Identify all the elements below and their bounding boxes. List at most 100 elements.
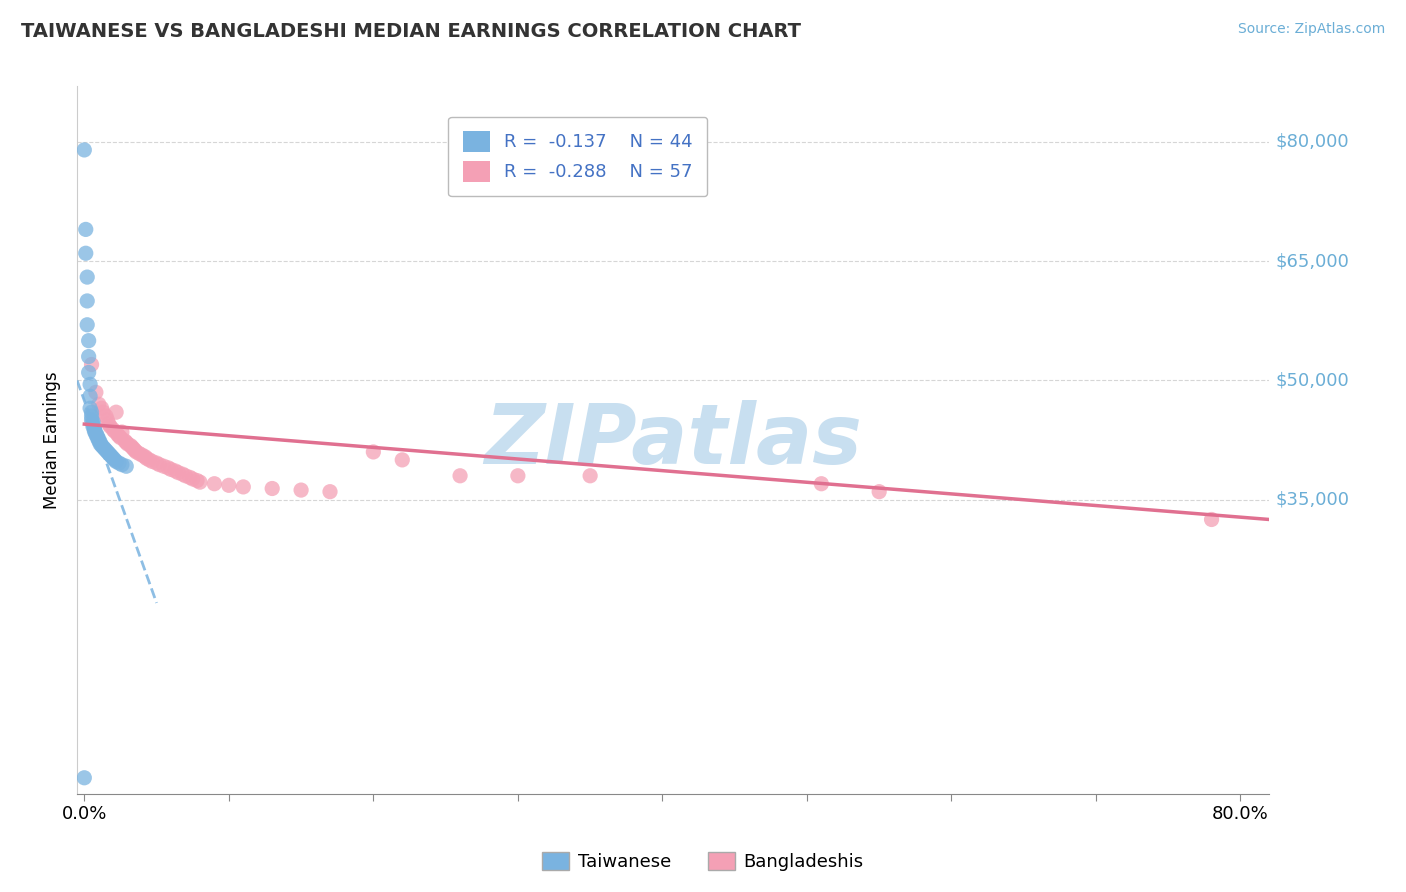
Point xyxy=(75,246,97,260)
Point xyxy=(82,415,104,429)
Point xyxy=(103,451,125,466)
Point xyxy=(90,439,112,453)
Point xyxy=(103,423,125,437)
Point xyxy=(114,434,136,448)
Point xyxy=(87,434,110,448)
Point xyxy=(160,462,183,476)
Point xyxy=(87,397,110,411)
Point xyxy=(202,476,225,491)
Point xyxy=(93,442,115,456)
Point xyxy=(125,445,148,459)
Point xyxy=(391,453,413,467)
Point xyxy=(172,467,194,482)
Point xyxy=(107,427,129,442)
Point xyxy=(96,445,118,459)
Point xyxy=(80,405,103,419)
Point xyxy=(104,424,127,438)
Point xyxy=(96,413,118,427)
Text: $65,000: $65,000 xyxy=(1275,252,1350,270)
Point xyxy=(122,442,145,456)
Point xyxy=(98,448,121,462)
Point xyxy=(79,389,101,403)
Point xyxy=(810,476,832,491)
Y-axis label: Median Earnings: Median Earnings xyxy=(44,371,60,508)
Point xyxy=(94,409,117,424)
Point xyxy=(174,468,197,483)
Point xyxy=(111,425,134,439)
Text: $35,000: $35,000 xyxy=(1275,491,1350,508)
Point xyxy=(181,472,204,486)
Point xyxy=(111,458,134,472)
Point xyxy=(89,435,111,450)
Legend: Taiwanese, Bangladeshis: Taiwanese, Bangladeshis xyxy=(534,845,872,879)
Point xyxy=(232,480,254,494)
Point xyxy=(84,425,107,440)
Point xyxy=(75,222,97,236)
Point xyxy=(82,417,104,431)
Point xyxy=(80,409,103,424)
Point xyxy=(79,401,101,416)
Point xyxy=(104,453,127,467)
Point xyxy=(218,478,240,492)
Point xyxy=(290,483,312,497)
Point xyxy=(79,377,101,392)
Point xyxy=(131,448,153,462)
Point xyxy=(89,437,111,451)
Point xyxy=(179,470,201,484)
Text: ZIPatlas: ZIPatlas xyxy=(484,400,862,481)
Point xyxy=(186,474,208,488)
Point xyxy=(84,385,107,400)
Point xyxy=(91,405,114,419)
Point xyxy=(115,435,138,450)
Point xyxy=(77,334,100,348)
Point xyxy=(105,405,128,419)
Point xyxy=(100,450,122,464)
Point xyxy=(115,459,138,474)
Point xyxy=(135,451,157,466)
Point xyxy=(124,443,146,458)
Point xyxy=(90,401,112,416)
Point xyxy=(110,431,132,445)
Point xyxy=(120,439,142,453)
Point xyxy=(506,468,529,483)
Point xyxy=(141,454,163,468)
Point xyxy=(98,419,121,434)
Point xyxy=(94,443,117,458)
Point xyxy=(165,464,187,478)
Point xyxy=(87,432,110,446)
Point xyxy=(105,454,128,468)
Point xyxy=(117,437,139,451)
Point xyxy=(82,419,104,434)
Point xyxy=(73,143,96,157)
Point xyxy=(108,456,131,470)
Point xyxy=(76,293,98,308)
Text: $50,000: $50,000 xyxy=(1275,371,1350,390)
Point xyxy=(83,424,105,438)
Point xyxy=(91,440,114,454)
Point xyxy=(138,453,160,467)
Point xyxy=(108,429,131,443)
Point xyxy=(262,482,284,496)
Point xyxy=(121,440,143,454)
Point xyxy=(83,423,105,437)
Text: TAIWANESE VS BANGLADESHI MEDIAN EARNINGS CORRELATION CHART: TAIWANESE VS BANGLADESHI MEDIAN EARNINGS… xyxy=(21,22,801,41)
Point xyxy=(449,468,471,483)
Point xyxy=(77,350,100,364)
Point xyxy=(579,468,602,483)
Point xyxy=(148,458,170,472)
Point xyxy=(76,270,98,285)
Text: Source: ZipAtlas.com: Source: ZipAtlas.com xyxy=(1237,22,1385,37)
Point xyxy=(76,318,98,332)
Point xyxy=(167,466,190,480)
Point xyxy=(188,475,211,490)
Point xyxy=(97,446,120,460)
Point xyxy=(145,456,167,470)
Point xyxy=(86,429,108,443)
Point xyxy=(363,445,385,459)
Point xyxy=(73,771,96,785)
Legend: R =  -0.137    N = 44, R =  -0.288    N = 57: R = -0.137 N = 44, R = -0.288 N = 57 xyxy=(449,117,707,196)
Point xyxy=(319,484,342,499)
Point xyxy=(80,358,103,372)
Point xyxy=(80,413,103,427)
Point xyxy=(128,446,150,460)
